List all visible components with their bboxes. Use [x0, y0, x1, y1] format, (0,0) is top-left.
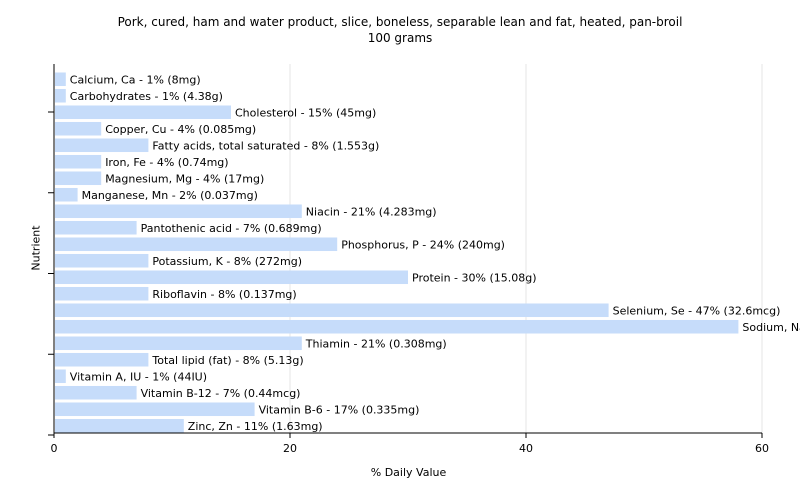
bar: [55, 286, 149, 301]
bar-label: Thiamin - 21% (0.308mg): [305, 337, 447, 350]
bar: [55, 385, 137, 400]
bar: [55, 154, 102, 169]
bar: [55, 402, 255, 417]
bar: [55, 369, 66, 384]
bar-label: Manganese, Mn - 2% (0.037mg): [82, 189, 258, 202]
bar-label: Niacin - 21% (4.283mg): [306, 205, 437, 218]
bar-label: Copper, Cu - 4% (0.085mg): [105, 123, 256, 136]
y-axis-title: Nutrient: [29, 225, 43, 271]
bar-label: Fatty acids, total saturated - 8% (1.553…: [152, 139, 379, 152]
bar-label: Vitamin B-12 - 7% (0.44mcg): [141, 387, 301, 400]
bar-label: Carbohydrates - 1% (4.38g): [70, 90, 223, 103]
bar-label: Zinc, Zn - 11% (1.63mg): [188, 420, 323, 433]
bar-label: Calcium, Ca - 1% (8mg): [70, 73, 201, 86]
bar-label: Potassium, K - 8% (272mg): [152, 255, 302, 268]
x-tick-label: 40: [519, 442, 533, 455]
bar: [55, 105, 231, 120]
bar-label: Protein - 30% (15.08g): [412, 271, 537, 284]
bar-label: Phosphorus, P - 24% (240mg): [341, 238, 505, 251]
bar-label: Total lipid (fat) - 8% (5.13g): [151, 354, 303, 367]
bar: [55, 187, 78, 202]
bar: [55, 336, 302, 351]
bar: [55, 319, 739, 334]
bar: [55, 237, 338, 252]
bar-label: Pantothenic acid - 7% (0.689mg): [141, 222, 322, 235]
bar: [55, 303, 609, 318]
x-tick-label: 0: [51, 442, 58, 455]
bar: [55, 220, 137, 235]
bar-label: Cholesterol - 15% (45mg): [235, 106, 376, 119]
bar-label: Sodium, Na - 58% (1389mg): [742, 321, 800, 334]
bar: [55, 270, 408, 285]
x-axis-title: % Daily Value: [370, 466, 447, 479]
x-tick-label: 20: [283, 442, 297, 455]
bar-label: Vitamin B-6 - 17% (0.335mg): [259, 403, 420, 416]
bar: [55, 204, 302, 219]
bar: [55, 72, 66, 87]
bar: [55, 418, 184, 433]
bar: [55, 88, 66, 103]
bar: [55, 352, 149, 367]
chart-subtitle: 100 grams: [367, 31, 433, 45]
bar: [55, 171, 102, 186]
bar: [55, 138, 149, 153]
bar-label: Magnesium, Mg - 4% (17mg): [105, 172, 264, 185]
bar-label: Iron, Fe - 4% (0.74mg): [105, 156, 228, 169]
chart-title: Pork, cured, ham and water product, slic…: [117, 15, 683, 29]
bar-label: Vitamin A, IU - 1% (44IU): [70, 370, 207, 383]
x-tick-label: 60: [755, 442, 769, 455]
bar: [55, 253, 149, 268]
bar-label: Selenium, Se - 47% (32.6mcg): [613, 304, 781, 317]
bar-label: Riboflavin - 8% (0.137mg): [152, 288, 296, 301]
bar: [55, 121, 102, 136]
